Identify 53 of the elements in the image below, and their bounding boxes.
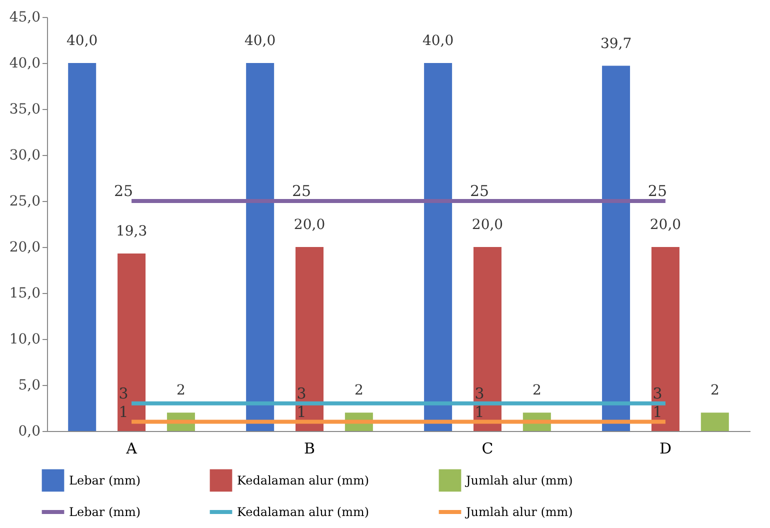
legend-label: Kedalaman alur (mm): [237, 473, 370, 488]
data-label: 3: [474, 384, 484, 402]
y-tick-label: 30,0: [9, 148, 40, 164]
data-label: 3: [118, 384, 128, 402]
data-label: 2: [710, 382, 720, 399]
y-tick-label: 20,0: [9, 240, 40, 256]
data-label: 1: [652, 402, 662, 421]
data-label: 39,7: [600, 36, 632, 52]
y-tick-label: 35,0: [9, 102, 40, 118]
bar: [651, 247, 680, 431]
data-label: 25: [114, 182, 134, 200]
x-tick-label: B: [304, 440, 316, 458]
y-tick-label: 15,0: [9, 286, 40, 302]
legend-label: Lebar (mm): [69, 473, 141, 488]
bar: [424, 63, 452, 431]
data-label: 2: [176, 382, 186, 399]
bar: [473, 247, 502, 431]
y-tick-label: 10,0: [9, 332, 40, 348]
data-label: 1: [296, 402, 306, 421]
data-label: 40,0: [244, 33, 276, 49]
bar: [296, 247, 324, 431]
legend-label: Jumlah alur (mm): [464, 473, 573, 488]
data-label: 2: [354, 382, 364, 399]
y-tick-label: 45,0: [9, 10, 40, 26]
data-label: 2: [532, 382, 542, 399]
legend-label: Jumlah alur (mm): [464, 505, 573, 519]
bar: [118, 253, 146, 431]
bar: [700, 412, 729, 431]
x-tick-label: D: [659, 440, 672, 458]
y-tick-label: 40,0: [9, 56, 40, 72]
data-label: 1: [118, 402, 128, 421]
data-label: 19,3: [116, 223, 148, 240]
data-label: 20,0: [650, 217, 682, 233]
data-label: 40,0: [422, 33, 454, 49]
x-tick-label: A: [125, 440, 138, 458]
legend-label: Kedalaman alur (mm): [237, 505, 370, 519]
data-label: 20,0: [472, 217, 504, 233]
data-label: 25: [648, 182, 668, 200]
data-label: 40,0: [66, 33, 98, 49]
bar: [246, 63, 274, 431]
y-tick-label: 5,0: [18, 378, 40, 394]
data-label: 1: [474, 402, 484, 421]
y-tick-label: 0,0: [18, 424, 40, 440]
data-label: 3: [296, 384, 306, 402]
bar: [68, 63, 96, 431]
x-tick-label: C: [482, 440, 494, 458]
data-label: 25: [292, 182, 312, 200]
y-tick-label: 25,0: [9, 194, 40, 210]
data-label: 20,0: [294, 217, 326, 233]
bar: [602, 66, 630, 431]
legend-label: Lebar (mm): [69, 505, 141, 519]
data-label: 3: [652, 384, 662, 402]
data-label: 25: [470, 182, 490, 200]
